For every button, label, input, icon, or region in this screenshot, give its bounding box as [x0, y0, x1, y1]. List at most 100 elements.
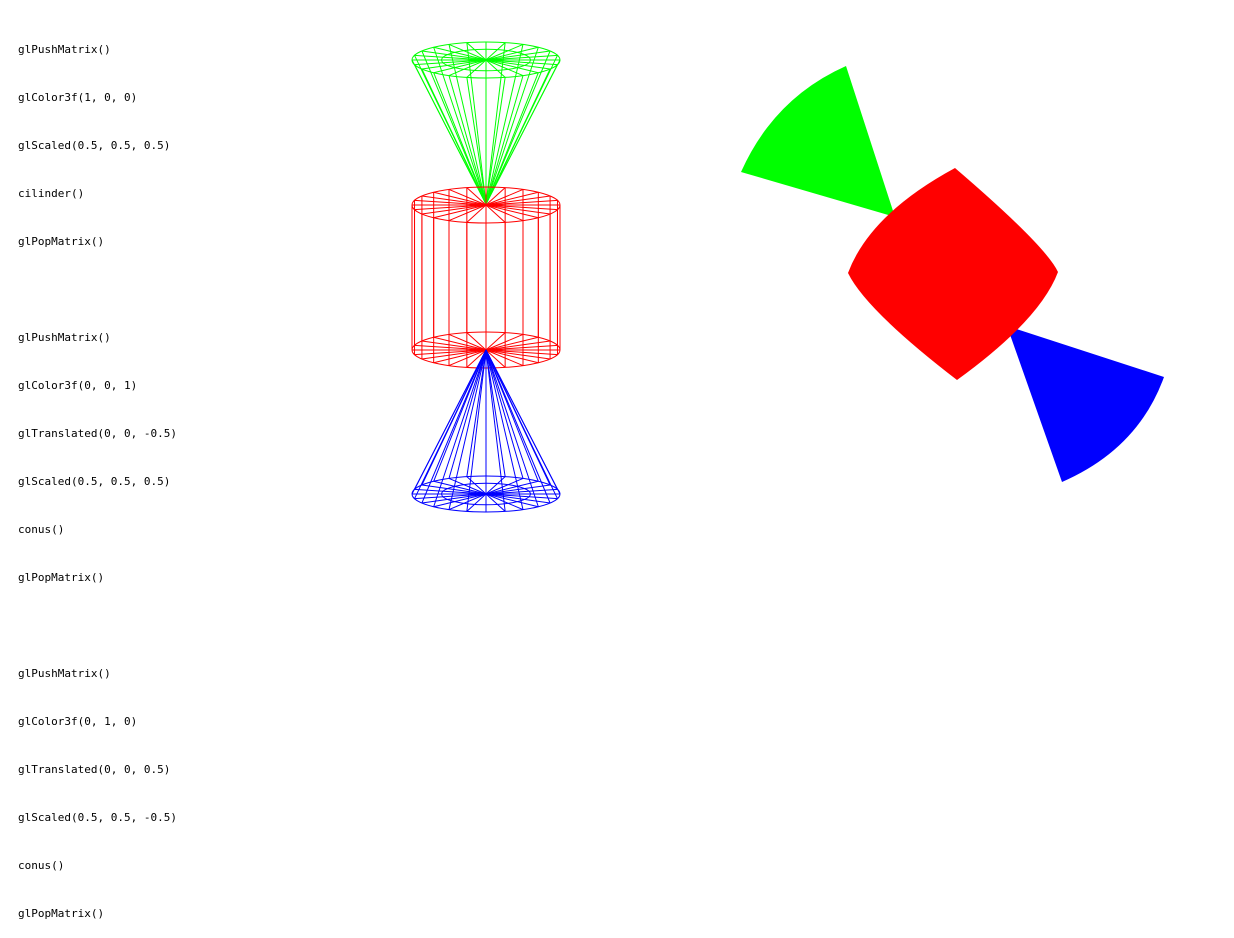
- wire-spoke: [485, 199, 558, 206]
- wire-edge: [485, 349, 506, 477]
- wire-edge: [485, 75, 524, 205]
- wire-spoke: [485, 191, 539, 206]
- wire-spoke: [485, 187, 506, 206]
- wire-spoke: [485, 204, 506, 223]
- code-line: glScaled(0.5, 0.5, 0.5): [18, 139, 171, 152]
- wire-edge: [448, 349, 487, 510]
- wire-spoke: [414, 344, 487, 351]
- wire-edge: [485, 349, 551, 486]
- wire-spoke: [485, 493, 558, 500]
- wire-spoke: [421, 195, 487, 206]
- solid-rotated-view: [741, 66, 1164, 482]
- wire-edge: [466, 349, 487, 477]
- wire-edge: [466, 349, 487, 512]
- wire-edge: [485, 64, 558, 205]
- wire-spoke: [485, 340, 551, 351]
- wire-spoke: [466, 204, 487, 223]
- wire-edge: [421, 50, 487, 205]
- green-cone-wireframe: [411, 41, 561, 205]
- code-line: glColor3f(1, 0, 0): [18, 91, 138, 104]
- wire-spoke: [485, 336, 539, 351]
- wire-spoke: [448, 188, 487, 206]
- wire-edge: [466, 42, 487, 205]
- code-line: glTranslated(0, 0, -0.5): [18, 427, 177, 440]
- wire-spoke: [466, 349, 487, 368]
- wire-edge: [485, 50, 551, 205]
- wire-edge: [448, 349, 487, 479]
- wire-edge: [485, 349, 524, 510]
- wire-spoke: [433, 191, 487, 206]
- wire-edge: [485, 47, 539, 205]
- code-line: glPopMatrix(): [18, 571, 105, 584]
- wire-spoke: [433, 46, 487, 61]
- wire-edge: [448, 75, 487, 205]
- wire-spoke: [485, 344, 558, 351]
- wireframe-view: [411, 41, 561, 513]
- code-line: cilinder(): [18, 187, 85, 200]
- code-line: glScaled(0.5, 0.5, 0.5): [18, 475, 171, 488]
- code-line: glPushMatrix(): [18, 667, 111, 680]
- wire-edge: [414, 349, 487, 490]
- wire-spoke: [414, 488, 487, 495]
- wire-spoke: [485, 204, 524, 222]
- green-cone-solid: [741, 66, 895, 217]
- wire-spoke: [414, 59, 487, 66]
- wire-edge: [448, 44, 487, 205]
- code-line: glColor3f(0, 1, 0): [18, 715, 138, 728]
- wire-edge: [433, 349, 487, 507]
- code-line: glTranslated(0, 0, 0.5): [18, 763, 171, 776]
- render-canvas: [411, 41, 1164, 513]
- code-line: glColor3f(0, 0, 1): [18, 379, 138, 392]
- wire-edge: [414, 55, 487, 205]
- wire-spoke: [485, 349, 539, 364]
- wire-edge: [466, 77, 487, 205]
- wire-spoke: [433, 59, 487, 74]
- wire-spoke: [466, 42, 487, 61]
- wire-spoke: [485, 59, 506, 78]
- wire-spoke: [485, 493, 551, 504]
- wire-spoke: [485, 195, 551, 206]
- wire-spoke: [421, 493, 487, 504]
- wire-edge: [421, 349, 487, 486]
- wire-edge: [411, 59, 487, 205]
- wire-spoke: [485, 493, 506, 512]
- code-line: glPushMatrix(): [18, 331, 111, 344]
- wire-spoke: [485, 332, 506, 351]
- wire-edge: [433, 349, 487, 482]
- wire-spoke: [485, 42, 506, 61]
- wire-spoke: [485, 204, 539, 219]
- wire-spoke: [448, 204, 487, 222]
- wire-spoke: [485, 488, 558, 495]
- wire-spoke: [485, 480, 539, 495]
- wire-spoke: [421, 50, 487, 61]
- wire-spoke: [433, 349, 487, 364]
- wire-spoke: [466, 187, 487, 206]
- code-line: conus(): [18, 523, 65, 536]
- wire-spoke: [485, 204, 558, 211]
- wire-edge: [485, 77, 506, 205]
- wire-spoke: [448, 333, 487, 351]
- wire-spoke: [485, 333, 524, 351]
- wire-spoke: [485, 204, 551, 215]
- wire-spoke: [414, 199, 487, 206]
- wire-spoke: [485, 59, 539, 74]
- code-line: glPopMatrix(): [18, 907, 105, 920]
- wire-spoke: [421, 349, 487, 360]
- red-cylinder-solid: [848, 168, 1058, 380]
- code-gap: [18, 618, 177, 634]
- wire-edge: [485, 349, 506, 512]
- wire-spoke: [466, 476, 487, 495]
- wire-spoke: [466, 493, 487, 512]
- blue-cone-solid: [1007, 326, 1164, 482]
- wire-edge: [485, 42, 506, 205]
- blue-cone-wireframe: [411, 349, 561, 513]
- wire-spoke: [485, 46, 539, 61]
- wire-spoke: [414, 204, 487, 211]
- wire-edge: [485, 349, 524, 479]
- wire-spoke: [421, 204, 487, 215]
- wire-spoke: [433, 204, 487, 219]
- wire-spoke: [433, 493, 487, 508]
- wire-spoke: [433, 480, 487, 495]
- code-line: conus(): [18, 859, 65, 872]
- wire-edge: [485, 349, 558, 490]
